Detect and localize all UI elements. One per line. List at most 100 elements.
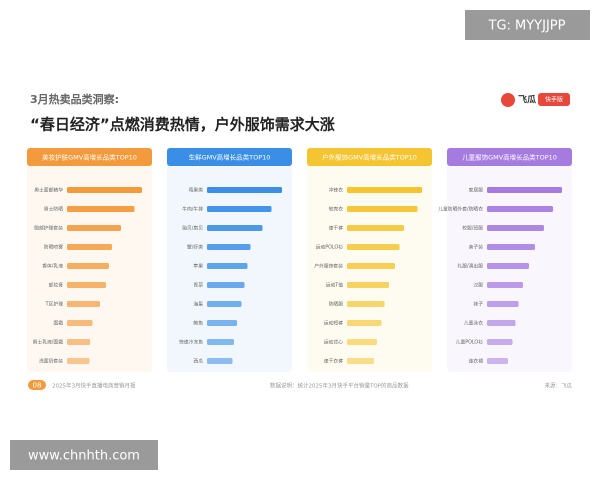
category-label: 快速冷冻鱼 xyxy=(179,339,203,346)
bar xyxy=(67,358,90,364)
watermark-bottom: www.chnhth.com xyxy=(28,449,140,464)
headline: “春日经济”点燃消费热情，户外服饰需求大涨 xyxy=(30,116,335,134)
category-label: 防晒服 xyxy=(329,301,344,308)
bar xyxy=(67,339,91,345)
bar xyxy=(487,282,523,288)
bar xyxy=(347,301,385,307)
category-label: 速干衣裤 xyxy=(324,358,343,365)
bar xyxy=(207,263,248,269)
bar xyxy=(347,244,400,250)
category-label: 男士乳液/面霜 xyxy=(33,339,64,346)
category-label: 西瓜 xyxy=(193,359,203,365)
bar xyxy=(67,320,93,326)
logo-badge-bg xyxy=(538,93,570,106)
category-label: 海蜇 xyxy=(193,301,203,308)
category-label: 礼服/演出服 xyxy=(457,263,483,270)
bar xyxy=(207,244,251,250)
bar xyxy=(67,282,106,288)
category-label: 亲子装 xyxy=(469,244,484,251)
bar xyxy=(347,206,418,212)
panel-bg xyxy=(447,148,572,372)
bar xyxy=(67,225,121,231)
panel-bg xyxy=(307,148,432,372)
bar xyxy=(347,358,374,364)
bar xyxy=(207,187,282,193)
panel-header xyxy=(27,148,152,166)
category-label: 鲍鱼 xyxy=(193,320,203,327)
bar xyxy=(487,263,529,269)
category-label: 冲锋衣 xyxy=(329,187,344,194)
panel-header xyxy=(307,148,432,166)
category-label: 牛肉/牛排 xyxy=(182,206,203,213)
data-note: 数据说明：统计2025年3月快手平台销量TOP的商品数据 xyxy=(270,382,409,390)
bar xyxy=(67,263,109,269)
bar xyxy=(347,263,395,269)
category-label: 儿童泳衣 xyxy=(464,320,483,327)
bar xyxy=(487,187,562,193)
logo-icon xyxy=(501,93,515,107)
panel-header xyxy=(447,148,572,166)
panel-title: 儿童服饰GMV高增长品类TOP10 xyxy=(462,153,557,162)
category-label: 儿童POLO衫 xyxy=(456,339,484,346)
category-label: 香体/乳液 xyxy=(42,263,63,270)
watermark-top-bg xyxy=(465,10,590,40)
category-label: 速干裤 xyxy=(329,225,344,232)
category-label: 连衣裙 xyxy=(469,358,484,365)
bar xyxy=(67,187,142,193)
category-label: 运动短裤 xyxy=(324,320,343,327)
bar xyxy=(207,358,233,364)
panel-bg xyxy=(167,148,292,372)
bar xyxy=(67,301,100,307)
bar xyxy=(207,225,263,231)
bar xyxy=(347,187,422,193)
bar xyxy=(487,320,516,326)
category-label: 袜子 xyxy=(473,301,483,308)
category-label: 莓果类 xyxy=(189,187,204,194)
bar xyxy=(207,301,242,307)
panel-title: 生鲜GMV高增长品类TOP10 xyxy=(189,153,271,162)
bar xyxy=(347,225,404,231)
page-number: 08 xyxy=(33,382,42,390)
category-label: 运动POLO衫 xyxy=(316,244,344,251)
category-label: 软壳衣 xyxy=(329,206,344,213)
panel-title: 美妆护肤GMV高增长品类TOP10 xyxy=(42,153,137,162)
category-label: 面霜 xyxy=(53,321,63,327)
bar xyxy=(487,358,508,364)
category-label: 洗面奶套装 xyxy=(39,358,63,365)
logo-text: 飞瓜 xyxy=(518,95,536,106)
bar xyxy=(487,244,535,250)
bar xyxy=(207,206,272,212)
bar xyxy=(207,339,234,345)
panel-title: 户外服饰GMV高增长品类TOP10 xyxy=(322,153,417,162)
category-label: T区护理 xyxy=(45,301,64,308)
report-name: 2025年3月快手直播电商营销月报 xyxy=(52,382,136,390)
category-label: 运动T恤 xyxy=(326,282,344,289)
watermark-top: TG: MYYJJPP xyxy=(488,19,566,34)
category-label: 防晒喷雾 xyxy=(44,244,63,251)
category-label: 眼部护理套装 xyxy=(34,225,63,232)
category-label: 男士防晒 xyxy=(44,206,63,213)
page-badge xyxy=(28,380,46,390)
bar xyxy=(347,282,389,288)
kicker: 3月热卖品类洞察: xyxy=(30,92,119,106)
logo-badge: 快手版 xyxy=(545,96,563,104)
bar xyxy=(487,206,553,212)
bar xyxy=(487,301,519,307)
bar xyxy=(67,206,135,212)
bar xyxy=(347,320,382,326)
category-label: 蟹/虾类 xyxy=(187,244,203,251)
category-label: 儿童防晒外套/防晒衣 xyxy=(438,206,483,213)
category-label: 苹果 xyxy=(193,263,203,270)
category-label: 校服/班服 xyxy=(462,225,483,232)
category-label: 青菜 xyxy=(193,282,203,289)
category-label: 家居服 xyxy=(469,187,484,194)
bar xyxy=(347,339,377,345)
panel-header xyxy=(167,148,292,166)
bar xyxy=(67,244,112,250)
bar xyxy=(487,339,513,345)
watermark-bottom-bg xyxy=(10,440,158,470)
bar xyxy=(207,282,245,288)
category-label: 户外服饰套装 xyxy=(314,263,343,270)
